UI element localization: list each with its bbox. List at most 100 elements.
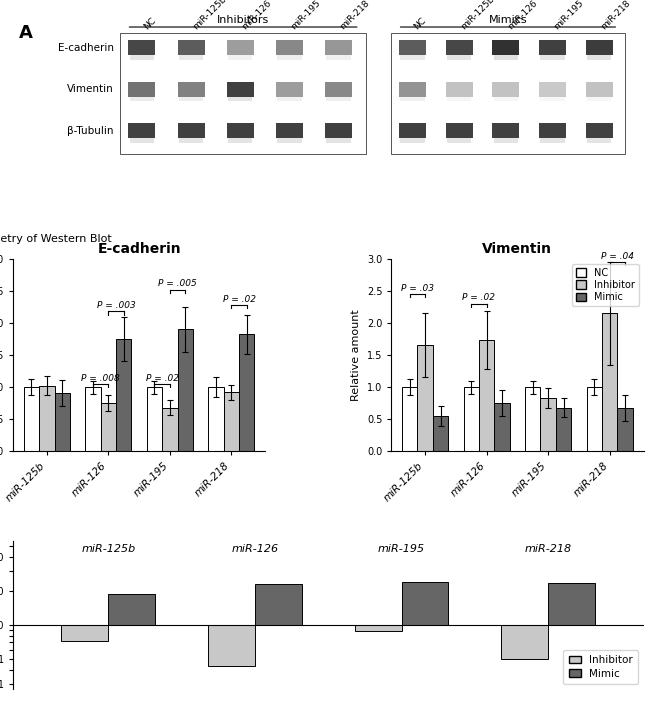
Text: A: A [20,24,33,42]
Bar [39,386,55,451]
Bar [177,40,205,55]
Bar [147,387,162,451]
Bar [402,387,417,451]
Bar [227,82,254,96]
Legend: NC, Inhibitor, Mimic: NC, Inhibitor, Mimic [573,264,639,307]
Bar [208,624,255,666]
Bar [586,82,612,96]
Bar [399,40,426,55]
Bar [492,123,519,138]
Bar [129,123,155,138]
Text: Mimics: Mimics [489,15,527,25]
Bar [208,387,224,451]
Bar [586,123,612,138]
Bar [548,583,595,624]
Bar [447,96,471,101]
Bar [130,96,154,101]
Bar [391,33,625,155]
Bar [400,55,424,60]
Bar [129,40,155,55]
Text: miR-125b: miR-125b [191,0,228,32]
Text: P = .02: P = .02 [462,293,495,302]
Bar [162,408,177,451]
Bar [399,123,426,138]
Bar [587,55,611,60]
Text: β-Tubulin: β-Tubulin [68,126,114,136]
Bar [129,82,155,96]
Bar [227,40,254,55]
Text: miR-125b: miR-125b [81,544,135,554]
Bar [325,82,352,96]
Bar [179,138,203,143]
Text: P = .03: P = .03 [401,284,434,292]
Bar [495,403,510,451]
Bar [239,335,254,451]
Bar [540,138,565,143]
Bar [586,40,612,55]
Bar [276,40,303,55]
Bar [525,387,540,451]
Bar [447,138,471,143]
Bar [445,123,473,138]
Bar [276,82,303,96]
Bar [130,55,154,60]
Bar [618,408,632,451]
Bar [177,329,193,451]
Bar [85,387,101,451]
Bar [493,96,518,101]
Bar [539,40,566,55]
Bar [278,138,302,143]
Bar [120,33,366,155]
Bar [539,123,566,138]
Title: E-cadherin: E-cadherin [98,243,181,256]
Text: miR-126: miR-126 [240,0,273,32]
Bar [493,55,518,60]
Bar [400,96,424,101]
Bar [109,595,155,624]
Bar [224,392,239,451]
Bar [399,82,426,96]
Text: miR-126: miR-126 [231,544,278,554]
Bar [55,393,70,451]
Bar [179,96,203,101]
Text: NC: NC [142,16,157,32]
Bar [540,96,565,101]
Bar [355,624,402,631]
Bar [447,55,471,60]
Text: P = .003: P = .003 [97,301,135,310]
Bar [556,408,571,451]
Bar [177,123,205,138]
Bar [479,340,495,451]
Text: NC: NC [412,16,428,32]
Bar [501,624,548,659]
Bar [325,40,352,55]
Bar [130,138,154,143]
Text: miR-125b: miR-125b [459,0,496,32]
Bar [179,55,203,60]
Text: miR-218: miR-218 [339,0,372,32]
Bar [402,581,448,624]
Bar [255,584,302,624]
Y-axis label: Relative amount: Relative amount [351,309,361,401]
Bar [228,55,252,60]
Text: miR-195: miR-195 [552,0,586,32]
Bar [325,123,352,138]
Bar [445,40,473,55]
Bar [492,40,519,55]
Bar [228,96,252,101]
Bar [539,82,566,96]
Text: Inhibitors: Inhibitors [217,15,269,25]
Bar [540,398,556,451]
Legend: Inhibitor, Mimic: Inhibitor, Mimic [564,650,638,684]
Bar [177,82,205,96]
Bar [101,403,116,451]
Bar [602,314,617,451]
Bar [61,624,109,640]
Bar [445,82,473,96]
Text: P = .008: P = .008 [81,373,120,382]
Bar [326,138,351,143]
Bar [433,416,448,451]
Bar [587,96,611,101]
Bar [400,138,424,143]
Text: P = .005: P = .005 [158,279,197,288]
